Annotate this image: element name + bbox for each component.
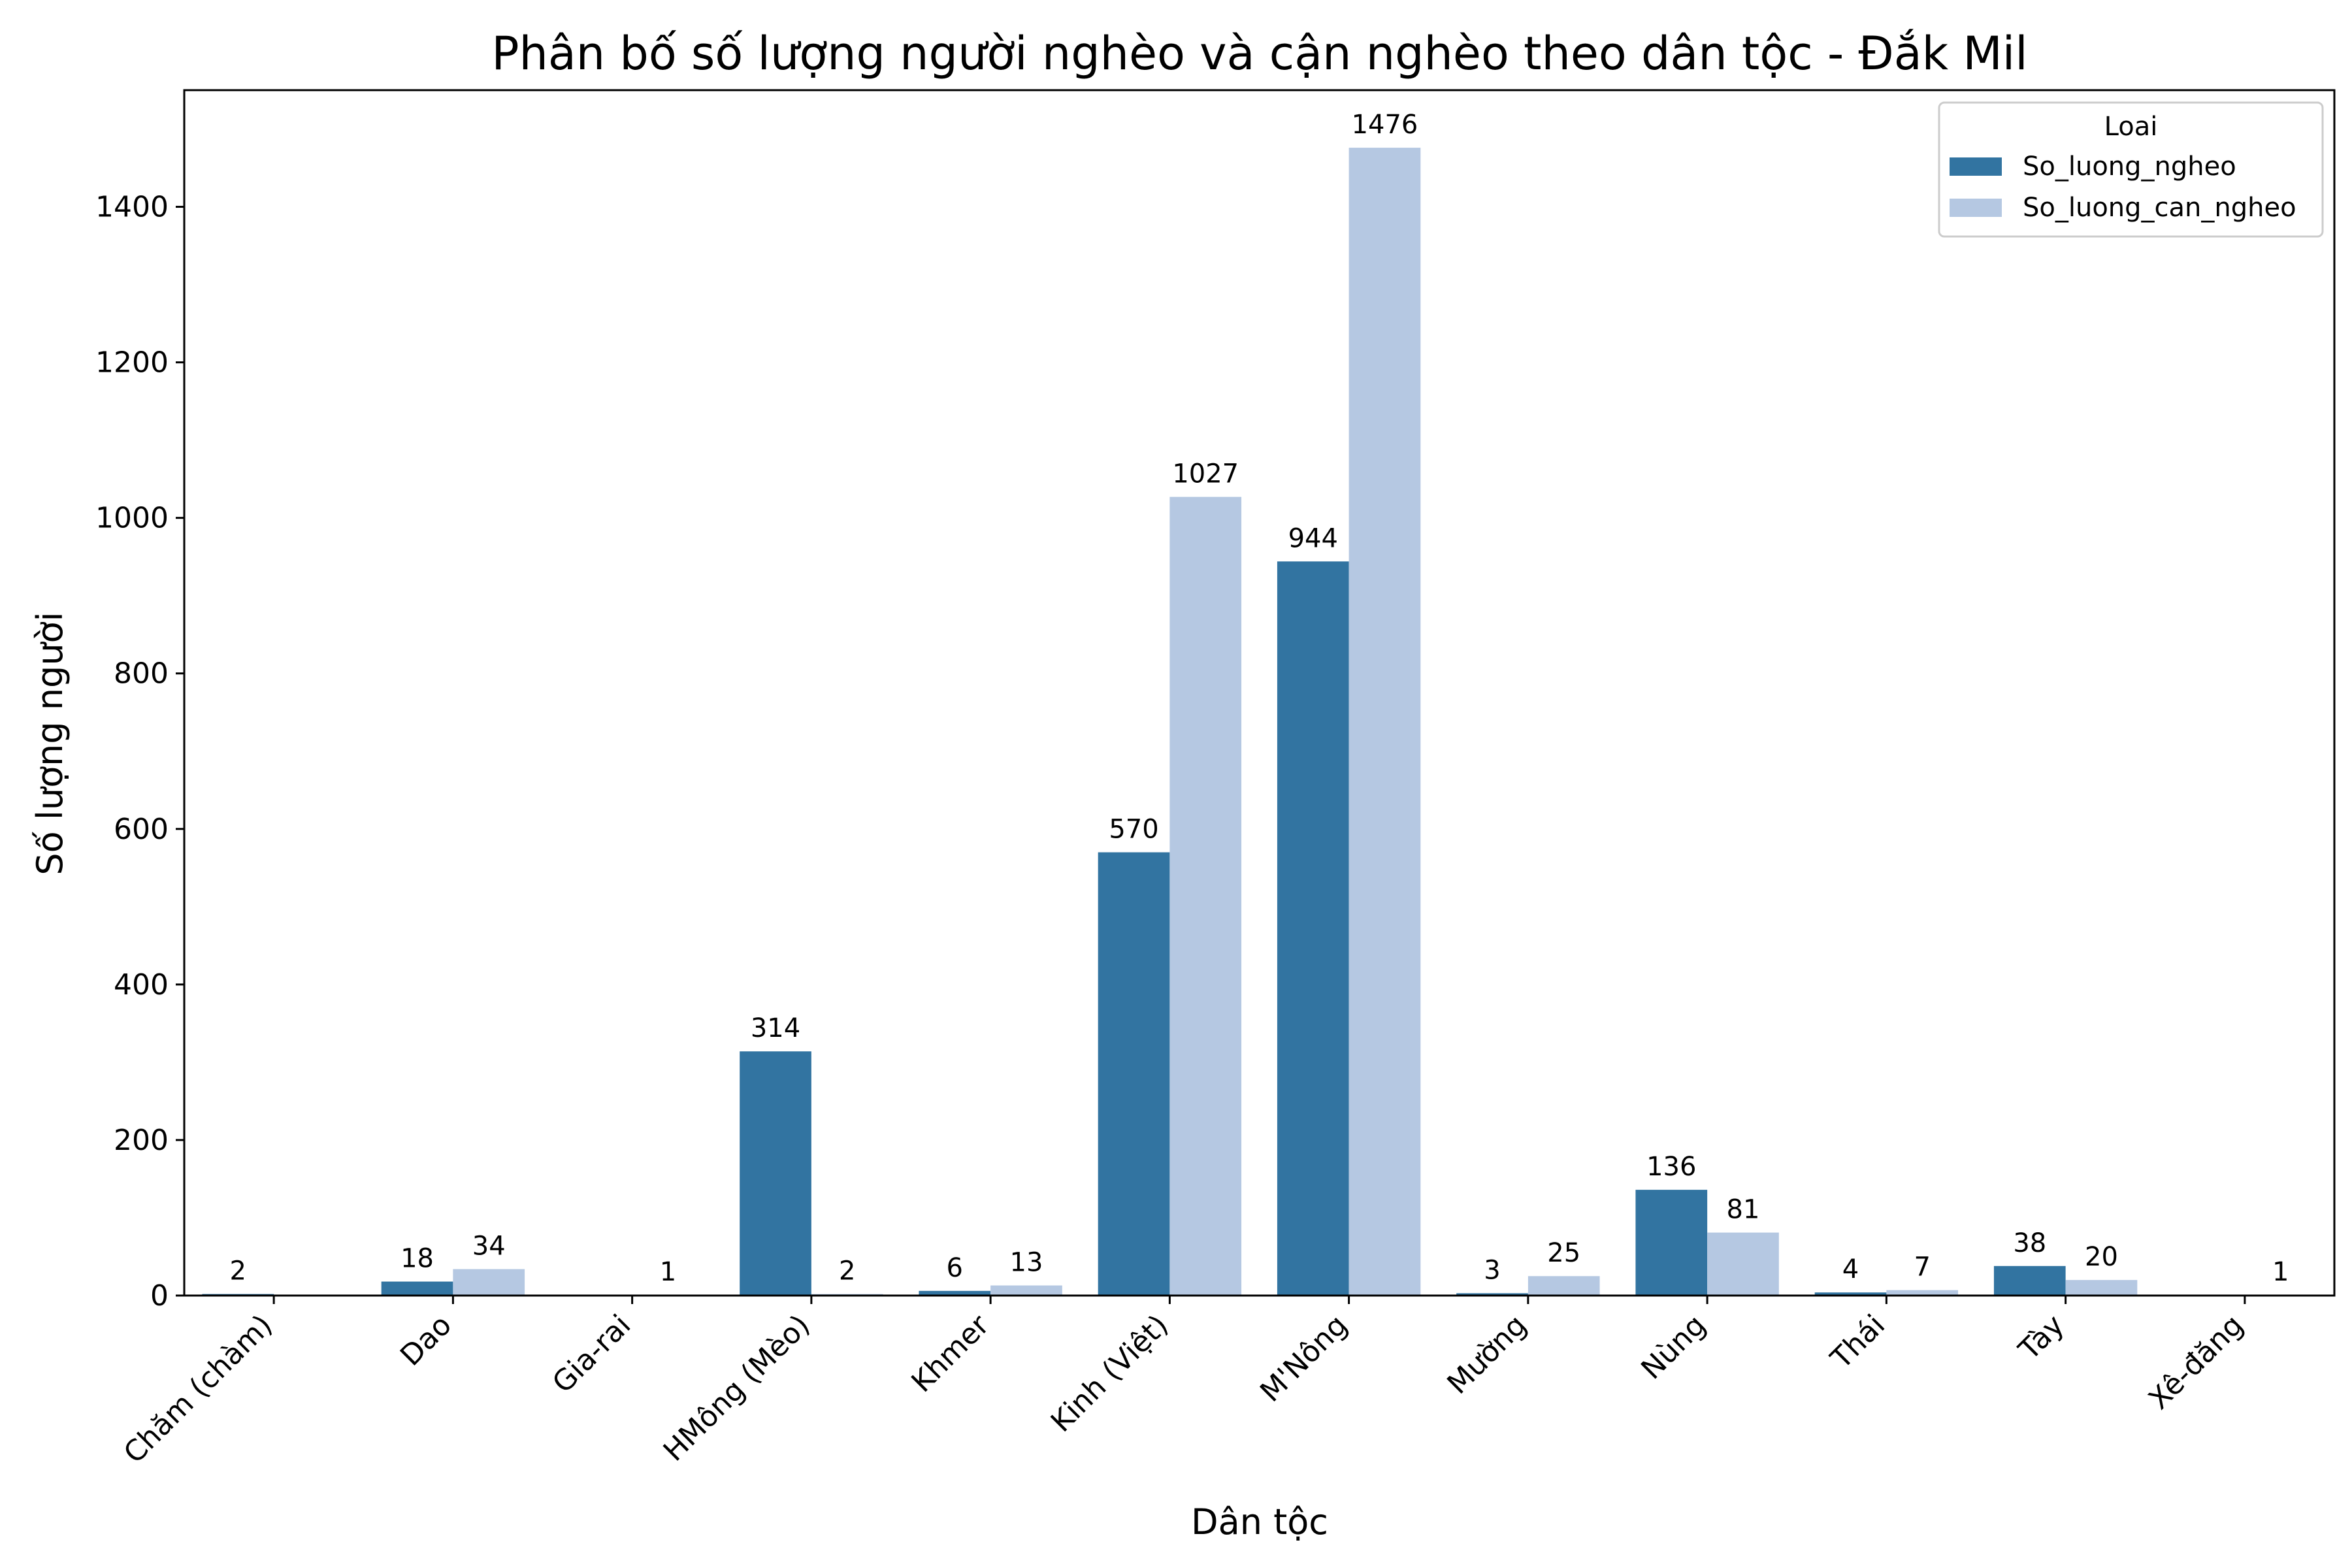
y-tick-label: 1200 [95, 346, 169, 380]
bars-layer [202, 148, 2317, 1296]
x-axis-label: Dân tộc [1191, 1501, 1328, 1543]
legend-box [1938, 101, 2324, 238]
bar-so-luong-can-ngheo-10 [2065, 1280, 2138, 1296]
bar-so-luong-ngheo-3 [740, 1051, 811, 1296]
x-tick-label: HMông (Mèo) [657, 1309, 817, 1468]
y-axis-label: Số lượng người [29, 612, 71, 875]
bar-so-luong-can-ngheo-8 [1707, 1232, 1779, 1296]
data-label-so-luong-ngheo-7: 3 [1484, 1255, 1500, 1285]
bar-so-luong-can-ngheo-4 [990, 1285, 1062, 1296]
bar-so-luong-can-ngheo-6 [1348, 148, 1421, 1296]
bar-so-luong-ngheo-4 [919, 1290, 991, 1296]
x-tick-label: Thái [1824, 1309, 1891, 1376]
data-label-so-luong-can-ngheo-7: 25 [1547, 1238, 1580, 1268]
x-tick-label: Mường [1441, 1309, 1533, 1401]
x-tick-label: Gia-rai [546, 1309, 638, 1400]
data-label-so-luong-ngheo-5: 570 [1109, 815, 1158, 845]
data-label-so-luong-can-ngheo-11: 1 [2272, 1257, 2289, 1287]
legend: Loai So_luong_ngheo So_luong_can_ngheo [1938, 101, 2324, 238]
data-label-so-luong-ngheo-4: 6 [947, 1253, 963, 1283]
y-tick-label: 600 [114, 813, 169, 846]
chart-title: Phân bố số lượng người nghèo và cận nghè… [491, 27, 2027, 80]
x-tick-label: Chăm (chàm) [118, 1309, 279, 1470]
legend-title: Loai [2104, 112, 2158, 142]
legend-swatch-so-luong-ngheo [1950, 157, 2002, 176]
data-label-so-luong-ngheo-9: 4 [1842, 1254, 1859, 1284]
data-label-so-luong-can-ngheo-2: 1 [660, 1257, 676, 1287]
data-label-so-luong-ngheo-0: 2 [230, 1256, 246, 1286]
legend-label-so-luong-can-ngheo: So_luong_can_ngheo [2023, 193, 2296, 223]
data-label-so-luong-can-ngheo-1: 34 [472, 1232, 506, 1262]
legend-items: So_luong_ngheo So_luong_can_ngheo [1950, 152, 2296, 223]
bar-so-luong-ngheo-1 [381, 1281, 453, 1296]
y-tick-label: 1000 [95, 502, 169, 535]
y-tick-label: 200 [114, 1124, 169, 1157]
bar-so-luong-ngheo-9 [1814, 1292, 1887, 1296]
bar-so-luong-ngheo-5 [1098, 852, 1170, 1296]
bar-so-luong-ngheo-6 [1277, 561, 1349, 1296]
data-label-so-luong-ngheo-3: 314 [751, 1013, 800, 1043]
bar-so-luong-ngheo-10 [1993, 1266, 2066, 1296]
legend-label-so-luong-ngheo: So_luong_ngheo [2023, 152, 2236, 182]
bar-so-luong-can-ngheo-1 [453, 1269, 525, 1296]
data-label-so-luong-can-ngheo-3: 2 [839, 1256, 855, 1286]
value-labels-layer: 2 18 314 6 570 944 3 136 4 38 34 1 2 13 1027 1476 25 81 7 2… [230, 110, 2289, 1287]
data-label-so-luong-can-ngheo-5: 1027 [1172, 459, 1239, 489]
data-label-so-luong-can-ngheo-9: 7 [1914, 1252, 1930, 1282]
data-label-so-luong-can-ngheo-6: 1476 [1352, 110, 1418, 140]
plot-frame [183, 89, 2336, 1297]
y-tick-label: 800 [114, 657, 169, 691]
data-label-so-luong-ngheo-8: 136 [1646, 1152, 1696, 1182]
data-label-so-luong-can-ngheo-4: 13 [1010, 1248, 1043, 1278]
y-tick-label: 400 [114, 968, 169, 1002]
x-tick-label: Xê-đăng [2142, 1309, 2250, 1416]
y-tick-label: 1400 [95, 191, 169, 224]
y-axis-ticks: 0 200 400 600 800 1000 1200 1400 [95, 191, 184, 1313]
x-axis-ticks: Chăm (chàm) Dao Gia-rai HMông (Mèo) Khmer Kin… [118, 1296, 2250, 1470]
x-tick-label: Nùng [1635, 1309, 1712, 1386]
bar-so-luong-ngheo-7 [1456, 1293, 1528, 1296]
legend-swatch-so-luong-can-ngheo [1950, 199, 2002, 217]
data-label-so-luong-ngheo-1: 18 [400, 1244, 434, 1274]
bar-so-luong-can-ngheo-9 [1886, 1290, 1959, 1296]
data-label-so-luong-ngheo-6: 944 [1288, 523, 1338, 553]
bar-so-luong-ngheo-8 [1635, 1190, 1708, 1296]
x-tick-label: M'Nông [1254, 1309, 1354, 1409]
data-label-so-luong-can-ngheo-8: 81 [1727, 1195, 1760, 1225]
x-tick-label: Kinh (Việt) [1045, 1309, 1175, 1439]
y-tick-label: 0 [150, 1279, 169, 1313]
data-label-so-luong-ngheo-10: 38 [2013, 1228, 2046, 1258]
data-label-so-luong-can-ngheo-10: 20 [2085, 1242, 2118, 1272]
x-tick-label: Tày [2012, 1309, 2071, 1367]
bar-so-luong-can-ngheo-7 [1527, 1276, 1600, 1296]
x-tick-label: Dao [394, 1309, 458, 1373]
x-tick-label: Khmer [905, 1308, 996, 1399]
bar-so-luong-can-ngheo-5 [1169, 497, 1242, 1296]
